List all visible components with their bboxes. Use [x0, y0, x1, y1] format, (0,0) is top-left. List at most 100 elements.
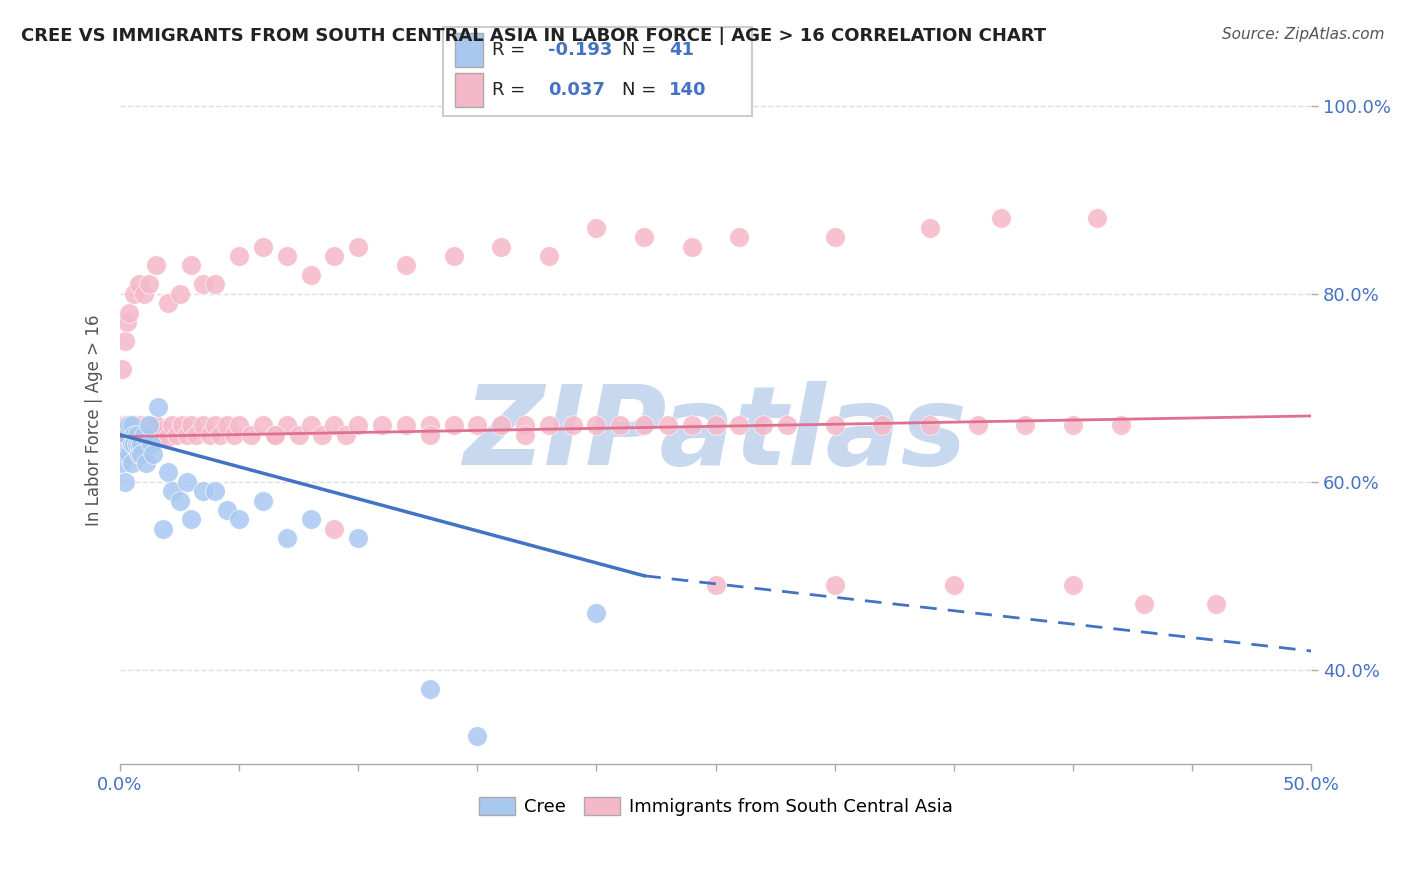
Point — [114, 437, 136, 451]
Point — [118, 427, 141, 442]
Point — [347, 418, 370, 433]
FancyBboxPatch shape — [456, 33, 484, 67]
Point — [138, 277, 160, 292]
Point — [299, 418, 322, 433]
Legend: Cree, Immigrants from South Central Asia: Cree, Immigrants from South Central Asia — [471, 789, 960, 823]
Point — [537, 249, 560, 263]
Point — [115, 446, 138, 460]
Point — [115, 418, 138, 433]
Point — [146, 433, 169, 447]
Point — [131, 418, 153, 433]
Point — [311, 427, 333, 442]
Point — [132, 427, 155, 442]
Point — [121, 456, 143, 470]
Point — [156, 429, 179, 443]
FancyBboxPatch shape — [456, 73, 484, 107]
Point — [176, 427, 198, 442]
Point — [276, 418, 298, 433]
Point — [1205, 597, 1227, 611]
Point — [125, 427, 148, 442]
Point — [228, 418, 250, 433]
Point — [145, 418, 167, 433]
Point — [323, 249, 346, 263]
Point — [162, 484, 184, 499]
Point — [681, 240, 703, 254]
Point — [1109, 418, 1132, 433]
Point — [513, 418, 536, 433]
Text: ZIPatlas: ZIPatlas — [464, 381, 967, 488]
Point — [142, 429, 165, 443]
Point — [152, 522, 174, 536]
Point — [204, 484, 226, 499]
Point — [121, 437, 143, 451]
Point — [132, 423, 155, 437]
Point — [585, 220, 607, 235]
Point — [204, 277, 226, 292]
Point — [128, 437, 150, 451]
Point — [287, 427, 309, 442]
Point — [263, 427, 285, 442]
Point — [142, 446, 165, 460]
Text: 0.037: 0.037 — [548, 81, 605, 99]
Point — [585, 607, 607, 621]
Point — [111, 437, 134, 451]
Point — [942, 578, 965, 592]
Point — [299, 268, 322, 282]
Point — [111, 418, 134, 433]
Point — [180, 512, 202, 526]
Point — [114, 427, 136, 442]
Point — [111, 427, 134, 442]
Point — [990, 211, 1012, 226]
Point — [131, 437, 153, 451]
Point — [125, 418, 148, 433]
Text: N =: N = — [623, 81, 662, 99]
Point — [419, 427, 441, 442]
Point — [132, 429, 155, 443]
Point — [489, 418, 512, 433]
Point — [131, 433, 153, 447]
Point — [169, 493, 191, 508]
Point — [128, 277, 150, 292]
Point — [135, 456, 157, 470]
Point — [114, 418, 136, 433]
Point — [513, 427, 536, 442]
Point — [115, 433, 138, 447]
Y-axis label: In Labor Force | Age > 16: In Labor Force | Age > 16 — [86, 315, 103, 526]
Point — [1062, 578, 1084, 592]
Point — [115, 427, 138, 442]
Point — [323, 418, 346, 433]
Text: Source: ZipAtlas.com: Source: ZipAtlas.com — [1222, 27, 1385, 42]
Point — [193, 484, 215, 499]
Point — [728, 418, 751, 433]
Point — [1062, 418, 1084, 433]
Point — [135, 433, 157, 447]
Point — [252, 418, 274, 433]
Point — [122, 286, 145, 301]
Point — [115, 427, 138, 442]
Point — [111, 362, 134, 376]
Point — [122, 418, 145, 433]
Text: R =: R = — [492, 81, 531, 99]
Point — [186, 427, 208, 442]
Point — [347, 240, 370, 254]
Point — [240, 427, 263, 442]
Point — [193, 418, 215, 433]
Point — [128, 427, 150, 442]
Point — [681, 418, 703, 433]
Point — [121, 418, 143, 433]
Point — [135, 418, 157, 433]
Point — [125, 433, 148, 447]
Text: N =: N = — [623, 41, 662, 59]
Point — [224, 427, 246, 442]
Point — [252, 240, 274, 254]
Point — [1133, 597, 1156, 611]
Point — [585, 418, 607, 433]
Point — [371, 418, 394, 433]
Point — [347, 531, 370, 545]
Point — [323, 522, 346, 536]
Point — [443, 249, 465, 263]
Point — [180, 259, 202, 273]
Point — [657, 418, 679, 433]
Point — [125, 423, 148, 437]
Text: 41: 41 — [669, 41, 693, 59]
